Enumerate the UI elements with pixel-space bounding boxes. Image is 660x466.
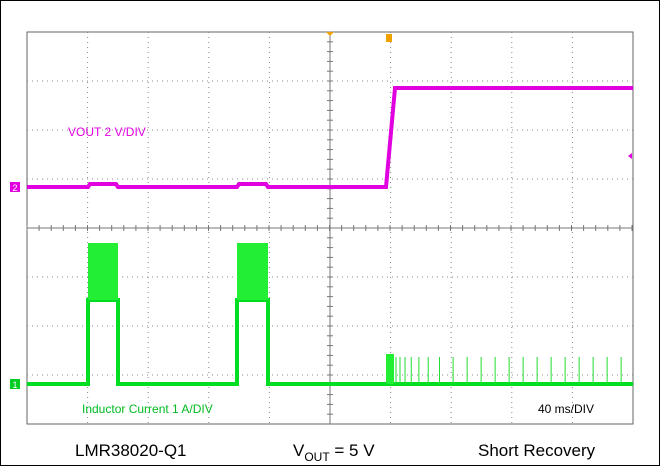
- inductor-current-trace: [27, 243, 633, 386]
- ch1-marker-box: [10, 379, 20, 389]
- ch2-marker: 2: [12, 183, 17, 193]
- device-name: LMR38020-Q1: [75, 441, 187, 460]
- vout-rest: = 5 V: [330, 441, 376, 460]
- vout-setting: VOUT = 5 V: [293, 441, 375, 464]
- ch1-marker: 1: [12, 380, 17, 390]
- vout-main: V: [293, 441, 305, 460]
- vout-trace: [27, 86, 633, 189]
- condition: Short Recovery: [478, 441, 596, 460]
- ch2-marker-box: [10, 182, 20, 192]
- vout-sub: OUT: [304, 450, 330, 464]
- cursor-marker: [386, 34, 392, 42]
- ch2-label: VOUT 2 V/DIV: [68, 125, 146, 139]
- timebase: 40 ms/DIV: [538, 402, 594, 416]
- ch1-label: Inductor Current 1 A/DIV: [82, 402, 213, 416]
- trigger-marker: [326, 32, 334, 36]
